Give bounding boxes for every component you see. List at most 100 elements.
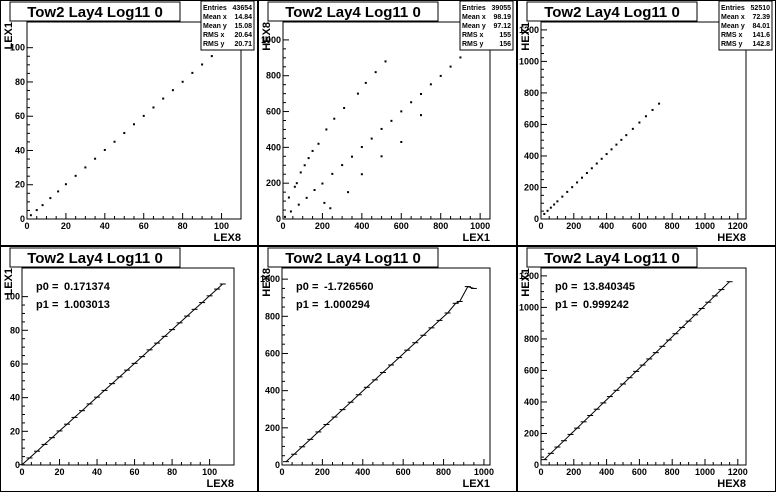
data-point — [343, 106, 346, 109]
data-point — [615, 143, 618, 146]
y-tick-label: 1000 — [260, 274, 280, 284]
data-point — [400, 110, 403, 113]
plot-frame — [282, 21, 491, 220]
data-point — [299, 171, 302, 174]
stats-box — [200, 0, 255, 51]
title-box — [9, 247, 181, 268]
fit-param-value: 1.003013 — [64, 299, 110, 311]
y-tick-label: 600 — [265, 348, 280, 358]
x-tick-label: 80 — [167, 467, 177, 477]
stats-label: Mean x — [203, 14, 227, 21]
chart-title: Tow2 Lay4 Log11 0 — [27, 4, 163, 21]
chart-title: Tow2 Lay4 Log11 0 — [27, 250, 163, 267]
fit-param-equals: = — [571, 299, 577, 311]
chart-pad-5: 0 200 400 600 800 100002004006008001000LEX1HE… — [258, 246, 517, 492]
x-tick-label: 1200 — [728, 221, 748, 231]
y-tick-label: 40 — [10, 393, 20, 403]
data-point — [210, 55, 213, 58]
plot-frame — [26, 21, 242, 220]
y-tick-label: 40 — [15, 145, 25, 155]
data-point — [638, 121, 641, 124]
stats-value: 141.6 — [752, 32, 770, 39]
y-tick-label: 60 — [10, 359, 20, 369]
data-point — [561, 195, 564, 198]
stats-value: 39055 — [492, 5, 512, 12]
fit-param-value: 0.171374 — [64, 281, 111, 293]
y-tick-label: 80 — [15, 77, 25, 87]
y-tick-label: 400 — [524, 151, 539, 161]
x-tick-label: 100 — [202, 467, 217, 477]
stats-label: RMS x — [721, 32, 743, 39]
data-point — [610, 148, 613, 151]
data-point — [439, 74, 442, 77]
stats-value: 142.8 — [752, 41, 770, 48]
y-tick-label: 200 — [524, 428, 539, 438]
fit-param-equals: = — [52, 299, 58, 311]
x-tick-label: 0 — [279, 467, 284, 477]
y-tick-label: 200 — [265, 423, 280, 433]
data-point — [311, 149, 314, 152]
data-point — [84, 166, 87, 169]
x-tick-label: 40 — [100, 221, 110, 231]
x-tick-label: 100 — [214, 221, 229, 231]
y-axis-label: LEX1 — [3, 268, 15, 296]
y-tick-label: 100 — [5, 292, 20, 302]
stats-value: 97.12 — [493, 23, 511, 30]
plot-frame — [540, 21, 747, 220]
stats-label: Mean y — [721, 23, 745, 30]
data-point — [317, 142, 320, 145]
data-point — [543, 212, 546, 215]
y-tick-label: 1200 — [519, 271, 539, 281]
stats-label: Entries — [462, 5, 486, 12]
data-point — [305, 196, 308, 199]
y-tick-label: 200 — [266, 178, 281, 188]
x-tick-label: 600 — [396, 467, 411, 477]
data-point — [162, 97, 165, 100]
y-tick-label: 400 — [265, 386, 280, 396]
y-tick-label: 20 — [10, 426, 20, 436]
y-tick-label: 20 — [15, 180, 25, 190]
data-point — [181, 80, 184, 83]
data-point — [325, 128, 328, 131]
x-tick-label: 1000 — [474, 467, 494, 477]
x-tick-label: 1000 — [695, 221, 715, 231]
data-point — [585, 171, 588, 174]
y-tick-label: 0 — [20, 214, 25, 224]
data-point — [420, 92, 422, 95]
stats-label: Mean x — [462, 14, 486, 21]
x-tick-label: 800 — [665, 221, 680, 231]
y-axis-label: LEX1 — [3, 22, 15, 50]
data-point — [546, 209, 549, 212]
data-point — [429, 83, 432, 86]
x-axis-label: LEX8 — [206, 478, 234, 490]
data-point — [595, 162, 598, 165]
data-point — [459, 56, 462, 59]
x-tick-label: 400 — [599, 221, 614, 231]
data-point — [576, 181, 579, 184]
x-tick-label: 400 — [355, 467, 370, 477]
data-point — [566, 190, 569, 193]
data-point — [293, 185, 296, 188]
fit-param-label: p1 — [555, 299, 568, 311]
y-tick-label: 400 — [524, 397, 539, 407]
data-point — [74, 174, 77, 177]
x-tick-label: 1000 — [470, 221, 490, 231]
fit-param-label: p1 — [296, 299, 309, 311]
fit-param-label: p1 — [36, 299, 49, 311]
x-tick-label: 0 — [538, 467, 543, 477]
fit-param-equals: = — [571, 281, 577, 293]
stats-label: Entries — [721, 5, 745, 12]
y-axis-label: HEX1 — [520, 22, 532, 51]
data-point — [57, 190, 60, 193]
x-tick-label: 600 — [632, 221, 647, 231]
stats-label: Mean x — [721, 14, 745, 21]
fit-param-value: 0.999242 — [583, 299, 629, 311]
data-point — [49, 197, 52, 200]
y-tick-label: 0 — [276, 214, 281, 224]
stats-value: 155 — [499, 32, 511, 39]
chart-pad-2: 0 200 400 600 800 100002004006008001000LEX1HE… — [258, 0, 517, 246]
data-point — [351, 155, 353, 158]
x-tick-label: 600 — [394, 221, 409, 231]
data-point — [449, 65, 452, 68]
data-point — [625, 134, 628, 137]
